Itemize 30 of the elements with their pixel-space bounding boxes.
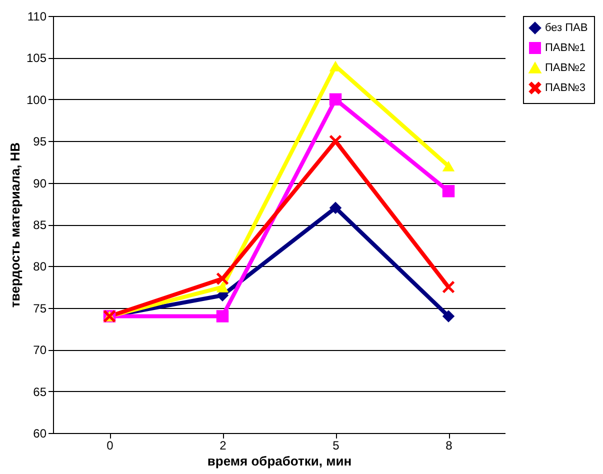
- y-tick-label: 100: [26, 92, 47, 107]
- y-tick-label: 75: [33, 301, 47, 316]
- point: [216, 310, 229, 322]
- x-tick-label: 8: [446, 438, 453, 452]
- x-tick-label: 0: [106, 438, 114, 452]
- point: [442, 310, 455, 322]
- point: [216, 272, 229, 285]
- y-tick-label: 90: [33, 176, 47, 190]
- x-tick-label: 2: [220, 438, 227, 452]
- y-tick-label: 70: [33, 343, 47, 358]
- legend-label: без ПАВ: [545, 22, 588, 34]
- y-tick-label: 105: [26, 51, 47, 66]
- point: [216, 282, 229, 292]
- point: [442, 280, 455, 294]
- y-tick-label: 95: [33, 134, 47, 149]
- x-axis-title: время обработки, мин: [207, 454, 352, 468]
- legend-label: ПАВ№3: [545, 82, 586, 94]
- y-tick-label: 65: [33, 384, 47, 399]
- y-tick-label: 80: [33, 260, 47, 274]
- point: [442, 160, 455, 172]
- legend-label: ПАВ№1: [545, 42, 586, 54]
- y-axis-title: твердость материала, НВ: [7, 142, 22, 308]
- legend-label: ПАВ№2: [545, 62, 586, 74]
- y-tick-label: 85: [33, 218, 47, 232]
- x-tick-label: 5: [332, 438, 340, 452]
- y-tick-label: 60: [33, 426, 47, 440]
- point: [329, 202, 342, 214]
- point: [329, 93, 342, 106]
- y-tick-label: 110: [27, 10, 47, 24]
- point: [442, 185, 455, 198]
